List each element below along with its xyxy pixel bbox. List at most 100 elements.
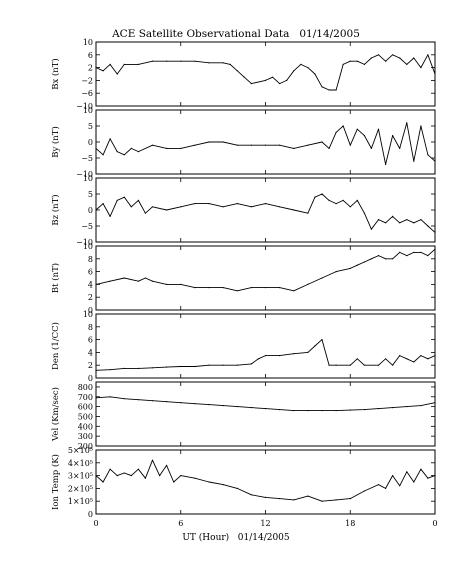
data-point [363, 490, 365, 492]
data-point [137, 151, 139, 153]
data-point [208, 203, 210, 205]
data-point [279, 409, 281, 411]
data-point [137, 367, 139, 369]
panel-frame-3 [95, 245, 436, 311]
y-axis-label: Vel (Km/sec) [50, 387, 61, 442]
data-point [427, 154, 429, 156]
data-point [328, 199, 330, 201]
data-point [377, 255, 380, 257]
data-point [123, 398, 125, 400]
data-point [264, 496, 267, 498]
series-line-6 [95, 459, 436, 502]
data-point [208, 62, 210, 64]
data-point [321, 86, 323, 88]
data-point [236, 290, 238, 292]
data-point [349, 267, 351, 269]
data-point [356, 199, 358, 201]
data-point [342, 199, 344, 201]
y-tick-label: 2 [88, 361, 93, 370]
data-point [321, 410, 323, 412]
data-point [109, 396, 111, 398]
data-point [109, 138, 111, 140]
data-point [180, 206, 182, 208]
data-point [159, 475, 161, 477]
data-point [420, 125, 422, 127]
data-point [385, 222, 387, 224]
data-point [293, 147, 295, 149]
data-point [314, 196, 316, 198]
data-point [180, 60, 182, 62]
data-point [123, 472, 125, 474]
y-tick-label: 400 [78, 422, 93, 431]
data-point [349, 409, 351, 411]
data-point [116, 73, 118, 75]
panel-frame-5 [95, 381, 436, 447]
series-line-0 [95, 54, 436, 91]
series-line-3 [95, 248, 436, 292]
data-point [102, 154, 104, 156]
data-point [222, 62, 224, 64]
data-point [123, 154, 125, 156]
series-line-4 [95, 339, 436, 371]
data-point [208, 364, 210, 366]
y-tick-label: 0 [88, 374, 93, 383]
x-tick-label: 0 [432, 519, 437, 528]
y-tick-label: 300 [78, 432, 93, 441]
y-axis-label: By (nT) [50, 126, 61, 158]
data-point [370, 228, 372, 230]
data-point [413, 481, 415, 483]
data-point [95, 209, 97, 211]
data-point [208, 141, 210, 143]
data-point [123, 63, 125, 65]
data-point [137, 399, 139, 401]
data-point [123, 277, 125, 279]
data-point [194, 403, 196, 405]
y-axis-label: Bx (nT) [50, 58, 61, 90]
data-point [335, 131, 337, 133]
data-point [321, 193, 323, 195]
data-point [151, 459, 154, 461]
y-tick-label: 3×10⁵ [68, 472, 93, 481]
data-point [328, 364, 330, 366]
data-point [166, 283, 168, 285]
data-point [236, 487, 238, 489]
data-point [377, 484, 380, 486]
data-point [307, 495, 309, 497]
data-point [116, 151, 118, 153]
y-tick-label: 6 [88, 51, 93, 60]
y-axis-label: Bz (nT) [50, 194, 61, 225]
data-point [293, 499, 295, 501]
data-point [413, 361, 415, 363]
y-tick-label: 2 [88, 293, 93, 302]
y-tick-label: −6 [81, 89, 93, 98]
data-point [427, 255, 429, 257]
data-point [399, 222, 401, 224]
data-point [314, 73, 316, 75]
data-point [95, 283, 97, 285]
data-point [95, 397, 97, 399]
data-point [427, 477, 429, 479]
x-axis-title: UT (Hour) 01/14/2005 [182, 532, 290, 543]
data-point [151, 280, 154, 282]
data-point [166, 209, 168, 211]
data-point [264, 355, 267, 357]
x-tick-label: 0 [93, 519, 98, 528]
data-point [321, 141, 323, 143]
data-point [194, 477, 196, 479]
data-point [144, 212, 146, 214]
data-point [194, 365, 196, 368]
data-point [144, 277, 146, 279]
data-point [116, 475, 118, 477]
y-tick-label: 4×10⁵ [68, 459, 93, 468]
data-point [356, 60, 358, 62]
x-tick-label: 6 [178, 519, 183, 528]
data-point [385, 487, 387, 489]
data-point [264, 79, 267, 81]
y-tick-label: 0 [88, 138, 93, 147]
data-point [293, 353, 295, 355]
data-point [257, 358, 259, 360]
data-point [236, 364, 238, 366]
data-point [151, 144, 154, 146]
data-point [399, 355, 401, 357]
